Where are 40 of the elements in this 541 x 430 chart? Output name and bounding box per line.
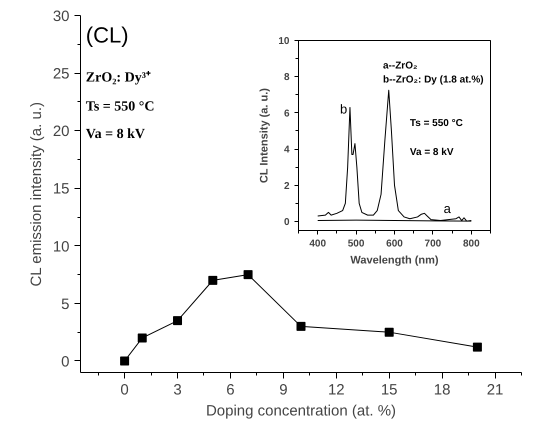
x-tick-label: 15	[380, 382, 398, 398]
x-tick-label: 700	[424, 238, 442, 250]
x-tick-label: 3	[173, 382, 182, 398]
annotation: Ts = 550 °C	[410, 118, 463, 130]
y-axis-title: CL Intensity (a. u.)	[258, 88, 270, 184]
y-tick-label: 10	[52, 238, 70, 256]
y-tick-label: 0	[284, 216, 290, 228]
annotation: ZrO₂: Dy³⁺	[86, 70, 151, 86]
annotation: Va = 8 kV	[86, 127, 145, 142]
series-label: b	[340, 102, 348, 116]
y-tick-label: 4	[284, 144, 290, 156]
x-tick-label: 400	[309, 238, 326, 250]
x-tick-label: 0	[120, 382, 129, 398]
x-tick-label: 800	[462, 238, 480, 250]
y-tick-label: 30	[52, 8, 70, 25]
y-tick-label: 10	[278, 36, 290, 47]
y-tick-label: 5	[61, 296, 70, 313]
y-tick-label: 25	[52, 66, 70, 83]
x-axis-title: Doping concentration (at. %)	[206, 402, 396, 420]
annotation: a--ZrO₂	[382, 60, 418, 72]
x-tick-label: 6	[226, 382, 235, 398]
x-tick-label: 21	[486, 382, 504, 398]
x-tick-label: 9	[279, 382, 288, 398]
y-axis-title: CL emission intensity (a. u.)	[28, 102, 45, 287]
annotation: b--ZrO₂: Dy (1.8 at.%)	[382, 74, 484, 86]
annotation: (CL)	[86, 22, 129, 48]
annotation: Ts = 550 °C	[86, 100, 154, 115]
y-tick-label: 20	[52, 123, 70, 140]
series-label: a	[444, 201, 452, 216]
annotation: Va = 8 kV	[410, 147, 454, 158]
y-tick-label: 2	[284, 180, 290, 192]
x-tick-label: 600	[386, 238, 404, 250]
y-tick-label: 8	[284, 72, 290, 84]
y-tick-label: 15	[52, 180, 70, 198]
y-tick-label: 6	[284, 108, 290, 120]
x-tick-label: 12	[328, 382, 345, 398]
x-tick-label: 500	[348, 238, 365, 250]
x-axis-title: Wavelength (nm)	[350, 254, 439, 266]
x-tick-label: 18	[434, 382, 450, 398]
y-tick-label: 0	[61, 353, 70, 370]
